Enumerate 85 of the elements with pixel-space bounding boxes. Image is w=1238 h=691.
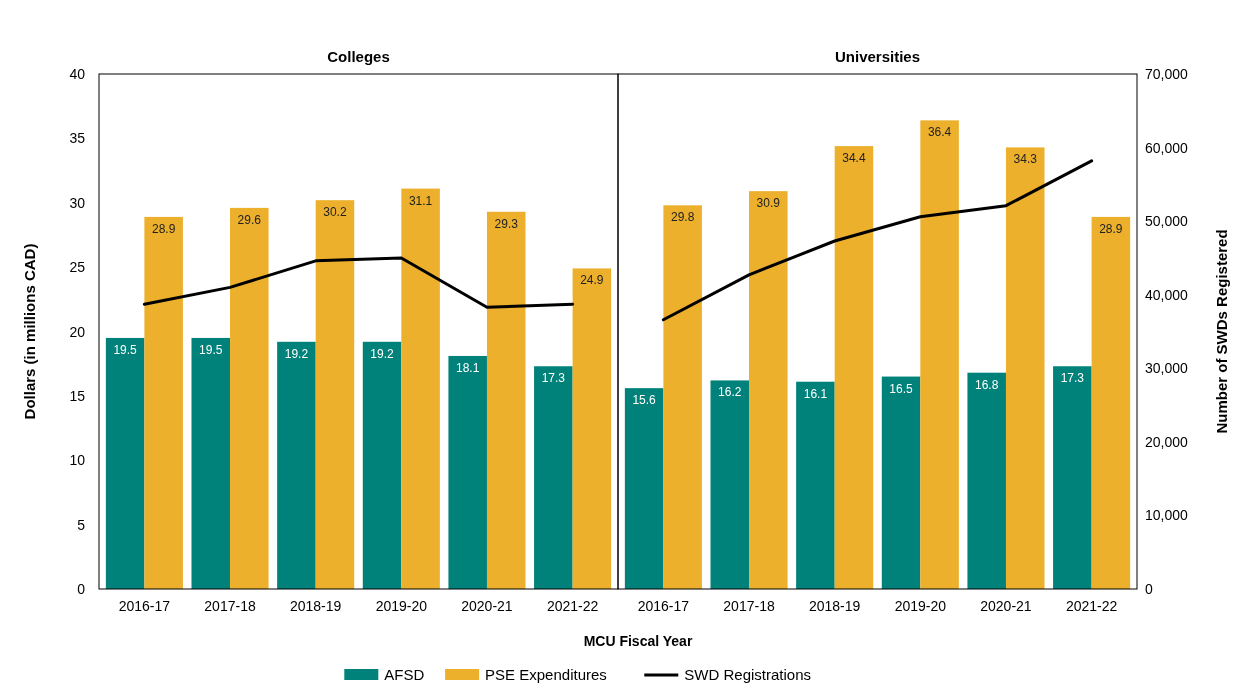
x-tick-label: 2017-18 bbox=[204, 598, 256, 614]
x-tick-label: 2021-22 bbox=[546, 598, 599, 614]
data-label: 16.1 bbox=[803, 386, 828, 401]
y-tick-label: 0 bbox=[77, 581, 86, 597]
bar bbox=[277, 341, 316, 589]
x-tick-label: 2018-19 bbox=[289, 598, 342, 614]
y-tick-label: 35 bbox=[69, 130, 86, 147]
data-label: 16.8 bbox=[975, 377, 999, 392]
bar bbox=[144, 216, 183, 589]
bar bbox=[749, 191, 788, 589]
y2-tick-label: 60,000 bbox=[1145, 139, 1189, 156]
data-label: 16.5 bbox=[889, 381, 914, 396]
data-label: 29.8 bbox=[670, 210, 695, 225]
bar bbox=[1053, 366, 1092, 589]
legend-label: PSE Expenditures bbox=[485, 666, 607, 683]
chart-title: Colleges bbox=[327, 48, 390, 65]
bar bbox=[105, 337, 145, 589]
data-label: 17.3 bbox=[1060, 371, 1085, 386]
data-label: 16.2 bbox=[718, 385, 742, 400]
data-label: 34.3 bbox=[1013, 152, 1038, 167]
y2-tick-label: 10,000 bbox=[1145, 507, 1189, 524]
y-tick-label: 15 bbox=[69, 387, 86, 404]
y-tick-label: 40 bbox=[69, 66, 86, 82]
x-tick-label: 2019-20 bbox=[894, 598, 947, 614]
chart-title: Universities bbox=[834, 48, 921, 65]
x-tick-label: 2018-19 bbox=[808, 598, 861, 614]
x-tick-label: 2017-18 bbox=[723, 598, 775, 614]
x-tick-label: 2019-20 bbox=[375, 598, 428, 614]
data-label: 15.6 bbox=[632, 393, 657, 408]
data-label: 19.5 bbox=[113, 342, 138, 357]
data-label: 18.1 bbox=[456, 360, 480, 375]
y2-tick-label: 20,000 bbox=[1145, 433, 1189, 450]
bar bbox=[710, 380, 750, 589]
bar bbox=[1091, 216, 1131, 589]
y-tick-label: 30 bbox=[69, 194, 86, 211]
bar bbox=[486, 211, 526, 589]
legend-label: AFSD bbox=[384, 666, 425, 683]
y2-tick-label: 40,000 bbox=[1145, 286, 1189, 303]
bar bbox=[448, 355, 487, 589]
data-label: 19.2 bbox=[370, 346, 395, 361]
data-label: 36.4 bbox=[927, 125, 952, 140]
data-label: 28.9 bbox=[151, 221, 176, 236]
data-label: 30.2 bbox=[323, 205, 347, 220]
x-tick-label: 2016-17 bbox=[637, 598, 690, 614]
y-tick-label: 5 bbox=[77, 516, 86, 533]
bar bbox=[663, 205, 702, 589]
data-label: 34.4 bbox=[842, 151, 866, 166]
x-tick-label: 2016-17 bbox=[118, 598, 171, 614]
legend-label: SWD Registrations bbox=[684, 666, 811, 683]
y2-tick-label: 50,000 bbox=[1145, 213, 1189, 230]
data-label: 31.1 bbox=[408, 193, 433, 208]
bar bbox=[401, 188, 440, 589]
bar bbox=[534, 366, 573, 589]
bar bbox=[834, 146, 874, 589]
x-tick-label: 2020-21 bbox=[461, 598, 513, 614]
bar bbox=[362, 341, 402, 589]
data-label: 29.3 bbox=[494, 216, 519, 231]
data-label: 28.9 bbox=[1099, 221, 1123, 236]
data-label: 30.9 bbox=[756, 196, 781, 211]
bar bbox=[796, 381, 835, 589]
bar bbox=[315, 200, 355, 589]
data-label: 24.9 bbox=[580, 273, 604, 288]
y-tick-label: 25 bbox=[69, 259, 86, 276]
bar bbox=[1005, 147, 1045, 589]
x-tick-label: 2021-22 bbox=[1065, 598, 1118, 614]
x-tick-label: 2020-21 bbox=[980, 598, 1032, 614]
data-label: 19.5 bbox=[199, 342, 223, 357]
y2-axis-title: Number of SWDs Registered bbox=[1213, 229, 1230, 434]
bar bbox=[881, 376, 921, 589]
data-label: 19.2 bbox=[284, 346, 309, 361]
data-label: 17.3 bbox=[541, 371, 566, 386]
y-axis-title: Dollars (in millions CAD) bbox=[21, 243, 38, 420]
bar bbox=[920, 120, 959, 589]
data-label: 29.6 bbox=[237, 212, 262, 227]
bar bbox=[572, 268, 612, 589]
bar bbox=[624, 388, 664, 589]
y2-tick-label: 30,000 bbox=[1145, 360, 1189, 377]
y2-tick-label: 0 bbox=[1145, 581, 1153, 597]
bar bbox=[230, 207, 269, 589]
bar bbox=[191, 337, 231, 589]
y-tick-label: 10 bbox=[69, 452, 86, 469]
y-tick-label: 20 bbox=[69, 323, 86, 340]
y2-tick-label: 70,000 bbox=[1145, 66, 1189, 82]
x-axis-title: MCU Fiscal Year bbox=[583, 633, 693, 649]
bar bbox=[967, 372, 1006, 589]
